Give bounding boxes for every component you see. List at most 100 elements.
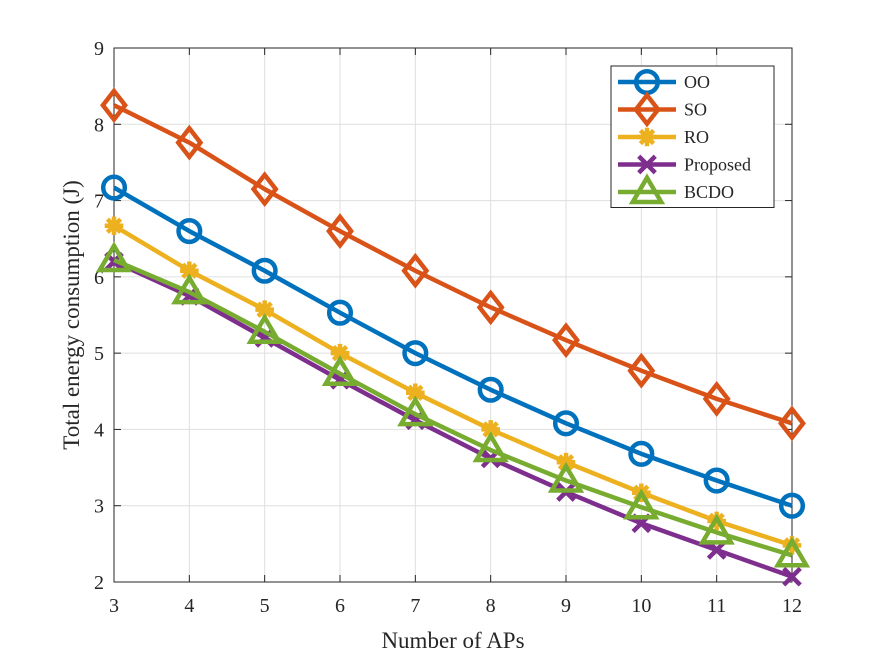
legend-entry-ro: RO [618, 127, 709, 147]
data-point [773, 536, 811, 568]
circle-marker [100, 174, 128, 201]
y-tick-label: 2 [94, 572, 104, 594]
data-point [251, 257, 278, 284]
diamond-marker [476, 289, 505, 326]
legend-label: Proposed [684, 155, 751, 175]
plot-frame [113, 47, 793, 583]
data-point [472, 431, 509, 463]
series-line [113, 259, 793, 579]
x-tick-label: 10 [631, 595, 651, 617]
y-tick-label: 9 [94, 38, 104, 60]
series-bcdo [95, 241, 811, 568]
data-point [330, 343, 350, 363]
y-tick-label: 8 [94, 114, 104, 136]
data-point [100, 87, 128, 124]
data-point [175, 124, 204, 161]
asterisk-marker [637, 127, 657, 147]
data-point [547, 461, 585, 493]
x-tick-label: 3 [109, 595, 119, 617]
legend-label: SO [684, 100, 707, 120]
data-point [552, 322, 580, 359]
x-axis-label: Number of APs [381, 628, 524, 653]
series-line [112, 185, 793, 508]
data-point [250, 171, 279, 208]
series-group [95, 87, 811, 587]
triangle-marker [397, 395, 434, 427]
data-point [623, 488, 660, 520]
data-point [171, 273, 208, 305]
circle-marker [402, 340, 429, 367]
x-tick-label: 6 [335, 595, 345, 617]
legend-entry-oo: OO [618, 68, 710, 96]
x-tick-label: 7 [410, 595, 420, 617]
data-point [255, 300, 274, 319]
x-tick-label: 9 [561, 595, 571, 617]
circle-marker [251, 257, 278, 284]
data-point [180, 261, 199, 281]
circle-marker [703, 467, 730, 494]
series-oo [100, 174, 806, 519]
diamond-marker [326, 213, 354, 249]
x-tick-label: 11 [707, 595, 726, 617]
triangle-marker [547, 461, 585, 493]
legend-entry-so: SO [618, 91, 707, 128]
series-line [112, 103, 793, 426]
asterisk-marker [180, 261, 199, 281]
series-line [112, 223, 793, 548]
diamond-marker [250, 171, 279, 208]
data-point [176, 218, 203, 245]
triangle-marker [95, 241, 133, 273]
data-point [627, 352, 656, 389]
x-tick-label: 12 [782, 595, 802, 617]
data-point [406, 383, 425, 403]
data-point [321, 355, 359, 386]
circle-marker [778, 492, 806, 519]
data-point [552, 410, 580, 437]
asterisk-marker [481, 420, 500, 439]
data-point [95, 241, 133, 273]
data-point [246, 313, 283, 345]
data-point [702, 381, 731, 417]
data-point [477, 376, 504, 403]
data-point [326, 213, 354, 249]
data-point [401, 252, 430, 289]
diamond-marker [627, 352, 656, 389]
diamond-marker [401, 252, 430, 289]
circle-marker [477, 376, 504, 403]
data-point [100, 174, 128, 201]
triangle-marker [171, 273, 208, 305]
data-point [326, 299, 354, 326]
asterisk-marker [104, 216, 124, 236]
data-point [104, 216, 124, 236]
circle-marker [552, 410, 580, 437]
asterisk-marker [406, 383, 425, 403]
data-point [397, 395, 434, 427]
data-point [402, 340, 429, 367]
data-point [778, 492, 806, 519]
triangle-marker [698, 513, 735, 545]
data-point [476, 289, 505, 326]
diamond-marker [552, 322, 580, 359]
legend-label: RO [684, 127, 709, 147]
diamond-marker [100, 87, 128, 124]
triangle-marker [773, 536, 811, 568]
triangle-marker [623, 488, 660, 520]
diamond-marker [778, 405, 806, 442]
x-tick-label: 4 [184, 595, 194, 617]
x-tick-label: 5 [260, 595, 270, 617]
data-point [782, 566, 802, 587]
asterisk-marker [255, 300, 274, 319]
triangle-marker [321, 355, 359, 386]
data-point [778, 405, 806, 442]
legend: OO SO RO Proposed BCDO [610, 65, 775, 208]
circle-marker [176, 218, 203, 245]
legend-entry-proposed: Proposed [618, 155, 751, 175]
data-point [703, 467, 730, 494]
circle-marker [628, 440, 655, 467]
data-point [628, 440, 655, 467]
triangle-marker [472, 431, 509, 463]
asterisk-marker [330, 343, 350, 363]
data-point [481, 420, 500, 439]
